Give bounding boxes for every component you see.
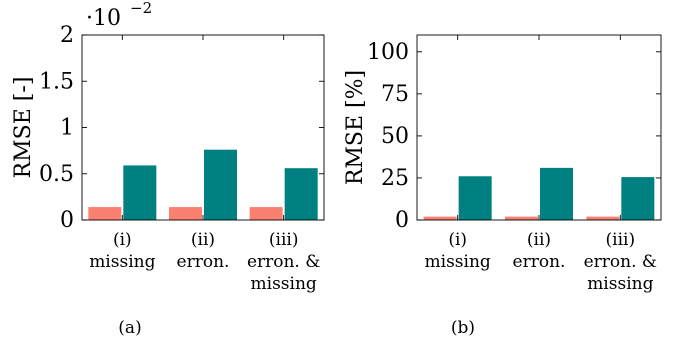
bar-series1-cat3 <box>586 216 620 220</box>
bar-series2-cat3 <box>284 168 318 220</box>
y-tick-label: 1 <box>60 116 74 141</box>
bar-series2-cat2 <box>204 149 237 220</box>
x-tick-label: (i) <box>113 230 132 250</box>
x-tick-label: erron. & <box>247 252 320 272</box>
x-tick-label: (ii) <box>191 230 215 250</box>
panel-label: (b) <box>451 318 475 338</box>
y-tick-label: 0 <box>395 208 409 233</box>
panel-label: (a) <box>118 318 141 338</box>
x-tick-label: missing <box>425 252 491 272</box>
x-tick-label: (i) <box>448 230 467 250</box>
y-axis-exponent: ·10 <box>86 6 121 31</box>
bar-series2-cat1 <box>458 176 492 220</box>
y-tick-label: 1.5 <box>39 69 74 94</box>
bar-series1-cat2 <box>169 207 202 220</box>
x-tick-label: (iii) <box>269 230 299 250</box>
y-axis-exponent-power: −2 <box>130 0 152 17</box>
x-tick-label: erron. & <box>584 252 657 272</box>
bar-series1-cat1 <box>423 216 457 220</box>
bar-series2-cat3 <box>621 177 655 220</box>
y-tick-label: 0 <box>60 208 74 233</box>
bar-series1-cat1 <box>88 207 122 220</box>
y-tick-label: 50 <box>381 124 409 149</box>
bar-series1-cat2 <box>505 216 538 220</box>
y-tick-label: 0.5 <box>39 162 74 187</box>
x-tick-label: missing <box>251 274 317 294</box>
x-tick-label: erron. <box>513 252 566 272</box>
bar-series1-cat3 <box>249 207 283 220</box>
y-tick-label: 75 <box>381 82 409 107</box>
y-tick-label: 25 <box>381 166 409 191</box>
x-tick-label: erron. <box>177 252 230 272</box>
y-axis-label: RMSE [%] <box>343 70 368 185</box>
chart-panel-b: 0 25 50 75 100 (i) missing (ii)erron. (iii)erron… <box>343 34 662 338</box>
x-tick-label: missing <box>587 274 653 294</box>
y-tick-label: 2 <box>60 23 74 48</box>
x-tick-label: (ii) <box>527 230 551 250</box>
x-tick-label: missing <box>89 252 155 272</box>
bar-series2-cat1 <box>123 165 157 220</box>
y-tick-label: 100 <box>367 40 409 65</box>
x-tick-label: (iii) <box>606 230 636 250</box>
bar-series2-cat2 <box>540 167 573 220</box>
chart-panel-a: 0 0.5 1 1.5 2 (i) missing (ii)erron. (iii)erron.… <box>11 0 325 338</box>
y-axis-label: RMSE [-] <box>11 77 36 179</box>
